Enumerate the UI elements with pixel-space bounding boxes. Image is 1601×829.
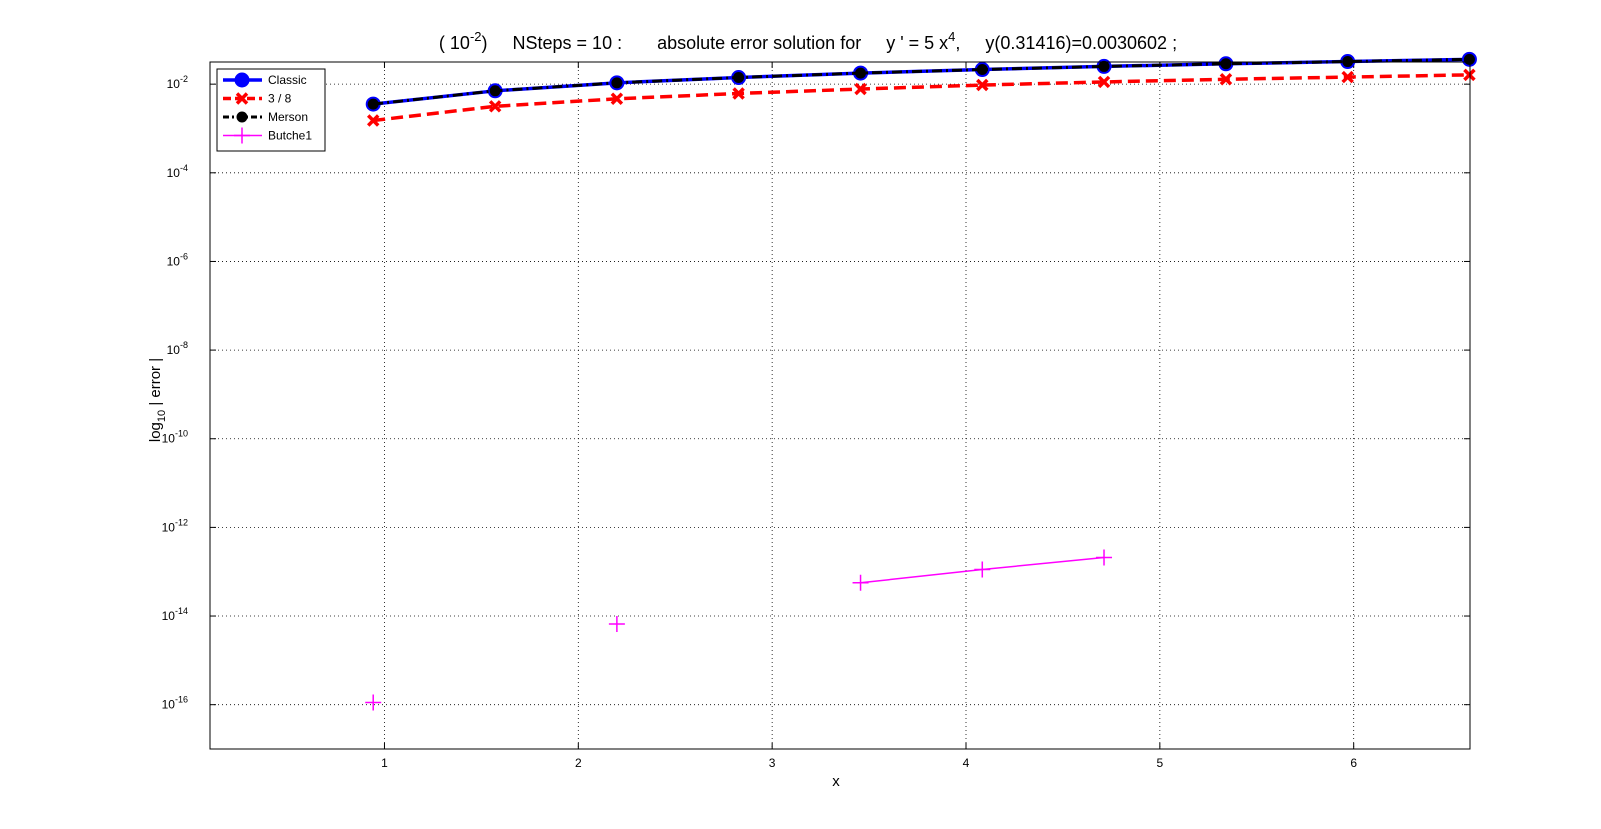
y-tick-label-exponent: -6 <box>180 251 188 261</box>
data-point <box>366 114 380 127</box>
y-tick-label: 10-16 <box>162 695 188 712</box>
y-tick-label-base: 10 <box>167 254 181 268</box>
y-tick-label: 10-2 <box>167 74 188 91</box>
x-axis-label: x <box>832 773 840 790</box>
series-merson <box>367 53 1475 110</box>
y-tick-label-exponent: -8 <box>180 340 188 350</box>
title-initial-condition: , y(0.31416)=0.0030602 ; <box>955 33 1177 53</box>
data-point <box>365 694 382 711</box>
y-tick-label-exponent: -2 <box>180 74 188 84</box>
x-tick-label: 3 <box>769 756 776 770</box>
y-tick-label-base: 10 <box>167 166 181 180</box>
x-tick-label: 4 <box>963 756 970 770</box>
plot-frame <box>209 61 1471 750</box>
y-tick-label-exponent: -10 <box>175 429 188 439</box>
data-point <box>976 78 989 92</box>
y-tick-label-base: 10 <box>162 520 176 534</box>
y-tick-label-base: 10 <box>167 343 181 357</box>
data-point <box>1463 53 1475 65</box>
legend-marker <box>235 92 249 105</box>
data-point <box>1219 73 1233 86</box>
legend-label: Butche1 <box>268 129 312 143</box>
grid <box>210 62 1470 749</box>
data-point <box>852 574 869 591</box>
legend-entry: 3 / 8 <box>223 92 292 106</box>
data-point <box>608 616 625 633</box>
x-tick-label: 2 <box>575 756 582 770</box>
data-point <box>855 67 867 79</box>
y-tick-label-exponent: -4 <box>180 163 188 173</box>
legend-entry: Butche1 <box>223 127 312 144</box>
y-tick-label-base: 10 <box>167 77 181 91</box>
legend-label: Classic <box>268 73 307 87</box>
legend-marker <box>234 72 250 88</box>
title-prefix-exponent: -2 <box>470 29 482 44</box>
data-point <box>1097 75 1111 89</box>
legend-label: Merson <box>268 110 308 124</box>
data-point <box>733 72 745 84</box>
data-point <box>611 77 623 89</box>
data-point <box>976 64 988 76</box>
data-point <box>854 82 867 96</box>
axes: 1 2 3 4 5 610-210-410-610-810-1010-1210-1410-… <box>162 62 1470 770</box>
data-point <box>610 92 624 106</box>
data-point <box>1220 58 1232 70</box>
y-tick-label-exponent: -14 <box>175 606 188 616</box>
y-tick-label: 10-6 <box>167 251 188 268</box>
chart-title: ( 10-2) NSteps = 10 : absolute error sol… <box>439 29 1177 53</box>
y-tick-label-exponent: -16 <box>175 695 188 705</box>
y-axis-label-subscript: 10 <box>156 410 168 422</box>
y-tick-label-base: 10 <box>162 698 176 712</box>
y-tick-label-base: 10 <box>162 432 176 446</box>
legend-entry: Classic <box>223 72 307 88</box>
data-point <box>489 85 501 97</box>
y-tick-label: 10-14 <box>162 606 188 623</box>
y-tick-label: 10-4 <box>167 163 188 180</box>
data-point <box>1096 549 1113 566</box>
legend-label: 3 / 8 <box>268 92 292 106</box>
legend-marker <box>234 127 250 144</box>
series--3-8 <box>366 68 1476 127</box>
y-axis-label-base: log <box>147 422 164 442</box>
data-point <box>367 98 379 110</box>
y-tick-label-base: 10 <box>162 609 176 623</box>
x-tick-label: 1 <box>381 756 388 770</box>
x-tick-label: 5 <box>1157 756 1164 770</box>
data-point <box>1463 68 1476 82</box>
data-point <box>1341 70 1354 84</box>
series-layer <box>365 51 1477 711</box>
title-steps: ) NSteps = 10 : absolute error solution … <box>482 33 949 53</box>
legend-entry: Merson <box>223 110 308 124</box>
y-tick-label: 10-10 <box>162 429 188 446</box>
title-equation-exponent: 4 <box>948 29 955 44</box>
legend-marker <box>236 111 248 123</box>
data-point <box>732 87 745 100</box>
plot-area <box>210 62 1470 749</box>
title-prefix: ( 10 <box>439 33 470 53</box>
data-point <box>488 100 502 113</box>
legend: Classic 3 / 8 Merson Butche1 <box>216 68 326 152</box>
y-tick-label-exponent: -12 <box>175 517 188 527</box>
series-butche1 <box>365 549 1113 711</box>
data-point <box>1098 60 1110 72</box>
y-tick-label: 10-8 <box>167 340 188 357</box>
x-tick-label: 6 <box>1350 756 1357 770</box>
data-point <box>974 561 991 578</box>
y-axis-label: log10 | error | <box>147 358 168 442</box>
series-line <box>373 57 1470 106</box>
y-axis-label-rest: | error | <box>147 358 164 410</box>
y-tick-label: 10-12 <box>162 517 188 534</box>
series-line <box>373 73 1470 123</box>
